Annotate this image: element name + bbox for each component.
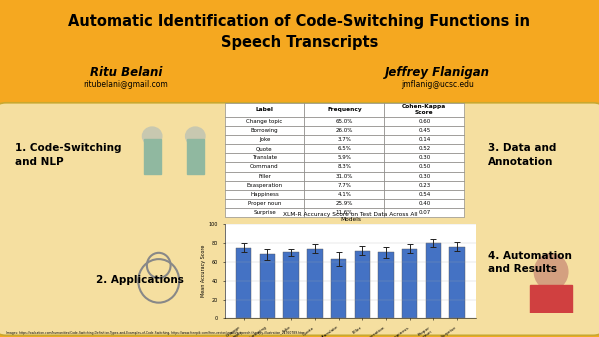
Bar [449, 247, 465, 318]
Bar [331, 259, 346, 318]
FancyBboxPatch shape [0, 103, 599, 335]
Bar [0, 0, 599, 108]
Text: Automatic Identification of Code-Switching Functions in: Automatic Identification of Code-Switchi… [68, 14, 531, 29]
Text: Images: https://owlcation.com/humanities/Code-Switching-Definition-Types-and-Exa: Images: https://owlcation.com/humanities… [6, 331, 304, 335]
Text: ritubelani@gmail.com: ritubelani@gmail.com [83, 81, 168, 89]
Bar [355, 250, 370, 318]
Bar [530, 284, 572, 313]
Bar [307, 249, 323, 318]
Title: XLM-R Accuracy Score on Test Data Across All
Models: XLM-R Accuracy Score on Test Data Across… [283, 212, 418, 222]
Circle shape [534, 254, 568, 290]
Bar [187, 139, 204, 174]
Circle shape [186, 127, 205, 145]
Bar [283, 252, 299, 318]
Bar [378, 252, 394, 318]
Text: 4. Automation
and Results: 4. Automation and Results [488, 251, 572, 274]
Bar [402, 249, 418, 318]
Text: Jeffrey Flanigan: Jeffrey Flanigan [385, 66, 490, 79]
Bar [260, 254, 275, 318]
Text: 1. Code-Switching
and NLP: 1. Code-Switching and NLP [15, 144, 122, 166]
Text: Ritu Belani: Ritu Belani [90, 66, 162, 79]
Bar [236, 248, 252, 318]
Text: jmflanig@ucsc.edu: jmflanig@ucsc.edu [401, 81, 474, 89]
Circle shape [143, 127, 162, 145]
Text: Speech Transcripts: Speech Transcripts [221, 35, 378, 50]
Bar [144, 139, 161, 174]
Y-axis label: Mean Accuracy Score: Mean Accuracy Score [201, 245, 205, 298]
Text: 3. Data and
Annotation: 3. Data and Annotation [488, 144, 556, 166]
Text: 2. Applications: 2. Applications [96, 275, 184, 285]
Bar [426, 243, 441, 318]
